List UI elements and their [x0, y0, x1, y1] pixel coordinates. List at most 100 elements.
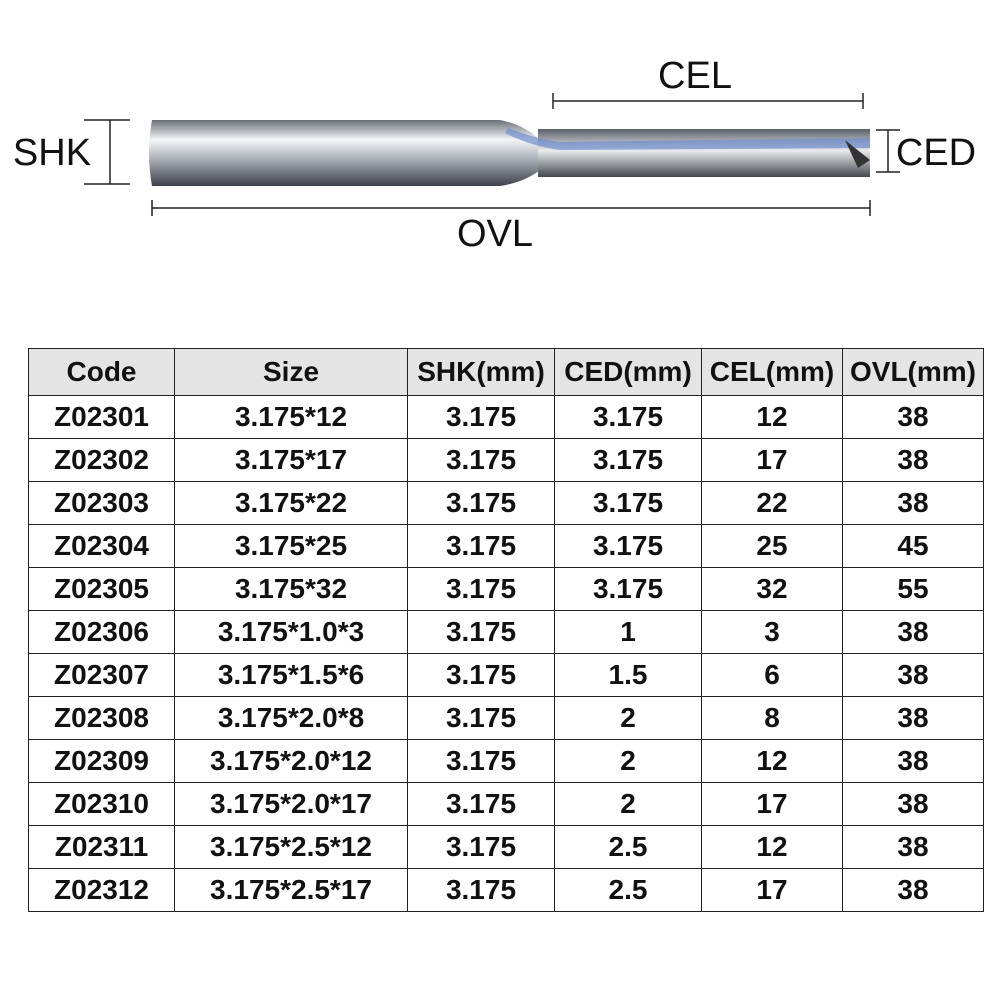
table-cell: 3.175: [554, 481, 702, 525]
table-cell: Z02309: [28, 739, 175, 783]
table-cell: 3.175: [407, 567, 555, 611]
table-cell: 3.175: [407, 610, 555, 654]
table-cell: 3.175: [407, 438, 555, 482]
header-cell: CED(mm): [554, 348, 702, 396]
table-cell: 3.175: [407, 481, 555, 525]
table-cell: 3.175*22: [174, 481, 408, 525]
spec-table: Code Size SHK(mm) CED(mm) CEL(mm) OVL(mm) Z023…: [28, 348, 984, 912]
table-cell: 3.175: [407, 524, 555, 568]
header-cell: CEL(mm): [701, 348, 843, 396]
table-row: Z02306 3.175*1.0*3 3.175 1 3 38: [28, 610, 984, 654]
table-cell: Z02311: [28, 825, 175, 869]
table-cell: 1.5: [554, 653, 702, 697]
table-cell: 3.175: [554, 567, 702, 611]
table-cell: 38: [842, 481, 984, 525]
table-cell: 3.175: [554, 438, 702, 482]
table-cell: 38: [842, 825, 984, 869]
table-cell: Z02310: [28, 782, 175, 826]
table-row: Z02311 3.175*2.5*12 3.175 2.5 12 38: [28, 825, 984, 869]
table-cell: 1: [554, 610, 702, 654]
ced-label: CED: [896, 132, 976, 174]
table-cell: Z02307: [28, 653, 175, 697]
table-cell: 22: [701, 481, 843, 525]
table-cell: 3.175*2.0*17: [174, 782, 408, 826]
table-cell: 38: [842, 653, 984, 697]
table-row: Z02303 3.175*22 3.175 3.175 22 38: [28, 481, 984, 525]
table-cell: 3.175*1.0*3: [174, 610, 408, 654]
table-cell: 3.175: [407, 782, 555, 826]
ovl-label: OVL: [457, 213, 533, 255]
table-cell: 17: [701, 868, 843, 912]
table-cell: 3.175*2.5*12: [174, 825, 408, 869]
table-row: Z02302 3.175*17 3.175 3.175 17 38: [28, 438, 984, 482]
table-row: Z02310 3.175*2.0*17 3.175 2 17 38: [28, 782, 984, 826]
header-row: Code Size SHK(mm) CED(mm) CEL(mm) OVL(mm): [28, 348, 984, 396]
table-cell: 32: [701, 567, 843, 611]
table-cell: 3.175: [407, 653, 555, 697]
table-cell: Z02308: [28, 696, 175, 740]
table-cell: Z02306: [28, 610, 175, 654]
table-cell: 38: [842, 696, 984, 740]
dimension-lines: [84, 93, 900, 216]
table-cell: 3.175: [407, 739, 555, 783]
table-cell: 38: [842, 739, 984, 783]
shank: [149, 120, 540, 186]
table-cell: Z02305: [28, 567, 175, 611]
header-cell: OVL(mm): [842, 348, 984, 396]
shk-label: SHK: [13, 132, 91, 174]
table-cell: 17: [701, 438, 843, 482]
table-cell: 3.175*2.0*8: [174, 696, 408, 740]
table-cell: 3.175*32: [174, 567, 408, 611]
flute-edge: [505, 128, 870, 150]
table-cell: 25: [701, 524, 843, 568]
table-cell: 3.175*17: [174, 438, 408, 482]
table-cell: 2: [554, 739, 702, 783]
table-cell: Z02302: [28, 438, 175, 482]
table-cell: 45: [842, 524, 984, 568]
table-cell: Z02301: [28, 395, 175, 439]
flute: [538, 129, 870, 177]
table-row: Z02305 3.175*32 3.175 3.175 32 55: [28, 567, 984, 611]
table-cell: 3.175*12: [174, 395, 408, 439]
table-cell: 12: [701, 739, 843, 783]
table-cell: 3.175*2.0*12: [174, 739, 408, 783]
table-cell: 3.175*2.5*17: [174, 868, 408, 912]
table-row: Z02307 3.175*1.5*6 3.175 1.5 6 38: [28, 653, 984, 697]
table-cell: 3.175: [407, 868, 555, 912]
table-cell: 3.175*1.5*6: [174, 653, 408, 697]
table-cell: 8: [701, 696, 843, 740]
table-cell: 12: [701, 825, 843, 869]
table-cell: 2: [554, 696, 702, 740]
table-cell: 6: [701, 653, 843, 697]
table-row: Z02308 3.175*2.0*8 3.175 2 8 38: [28, 696, 984, 740]
table-cell: 2.5: [554, 868, 702, 912]
table-row: Z02301 3.175*12 3.175 3.175 12 38: [28, 395, 984, 439]
table-cell: 55: [842, 567, 984, 611]
table-cell: 3.175: [407, 696, 555, 740]
table-cell: 3.175: [407, 825, 555, 869]
table-row: Z02304 3.175*25 3.175 3.175 25 45: [28, 524, 984, 568]
table-cell: Z02304: [28, 524, 175, 568]
table-cell: 3.175: [554, 524, 702, 568]
table-cell: 3.175: [554, 395, 702, 439]
table-cell: 3: [701, 610, 843, 654]
cel-label: CEL: [658, 55, 732, 97]
tip: [845, 140, 870, 168]
header-cell: SHK(mm): [407, 348, 555, 396]
table-cell: Z02303: [28, 481, 175, 525]
table-row: Z02312 3.175*2.5*17 3.175 2.5 17 38: [28, 868, 984, 912]
table-cell: Z02312: [28, 868, 175, 912]
table-row: Z02309 3.175*2.0*12 3.175 2 12 38: [28, 739, 984, 783]
table-cell: 38: [842, 395, 984, 439]
tool-diagram: CEL SHK CED OVL: [13, 55, 976, 255]
table-cell: 38: [842, 868, 984, 912]
table-cell: 2: [554, 782, 702, 826]
table-cell: 38: [842, 782, 984, 826]
table-cell: 38: [842, 610, 984, 654]
header-cell: Size: [174, 348, 408, 396]
table-cell: 38: [842, 438, 984, 482]
header-cell: Code: [28, 348, 175, 396]
table-cell: 17: [701, 782, 843, 826]
table-cell: 3.175*25: [174, 524, 408, 568]
table-cell: 2.5: [554, 825, 702, 869]
